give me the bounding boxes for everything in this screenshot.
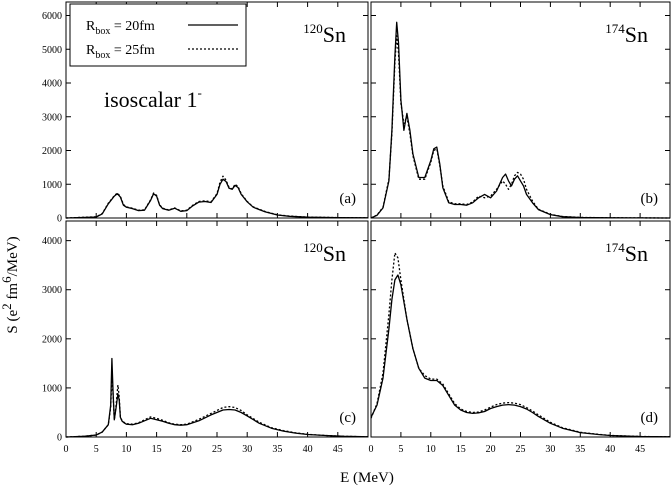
- panel-label: (b): [641, 191, 659, 207]
- y-tick-label: 5000: [42, 45, 62, 56]
- y-tick-label: 0: [57, 214, 62, 225]
- x-tick-label: 10: [121, 444, 131, 455]
- isoscalar-annotation: isoscalar 1-: [104, 85, 202, 112]
- series-line-dotted: [370, 252, 671, 438]
- nucleus-label: 120Sn: [303, 240, 346, 266]
- panel-label: (a): [339, 191, 356, 207]
- nucleus-label: 174Sn: [605, 21, 648, 47]
- x-tick-label: 15: [152, 444, 162, 455]
- legend-label-2: Rbox = 25fm: [86, 43, 155, 61]
- x-tick-label: 40: [303, 444, 313, 455]
- x-tick-label: 40: [605, 444, 615, 455]
- panel-b: 174Sn (b): [370, 1, 671, 219]
- y-tick-label: 2000: [42, 334, 62, 345]
- x-tick-label: 5: [398, 444, 403, 455]
- series-line-solid: [370, 274, 671, 438]
- x-tick-label: 35: [272, 444, 282, 455]
- panel-d: 0 5 10 15 20 25 30 35 40 45 174Sn (d): [369, 220, 671, 455]
- y-tick-label: 4000: [42, 236, 62, 247]
- x-tick-label: 25: [516, 444, 526, 455]
- legend-box: [69, 3, 247, 67]
- x-tick-label: 30: [242, 444, 252, 455]
- panel-label: (d): [641, 410, 659, 426]
- y-tick-label: 4000: [42, 79, 62, 90]
- x-tick-label: 20: [182, 444, 192, 455]
- x-tick-label: 45: [635, 444, 645, 455]
- nucleus-label: 120Sn: [303, 21, 346, 47]
- y-axis-label: S (e2 fm6/MeV): [0, 236, 21, 333]
- y-tick-label: 0: [57, 433, 62, 444]
- x-axis-label: E (MeV): [340, 470, 394, 486]
- legend: Rbox = 20fm Rbox = 25fm: [69, 3, 247, 67]
- series-line-dotted: [65, 377, 369, 438]
- panel-c: 0 5 10 15 20 25 30 35 40 45 0 1000 2000 3000 4000 120Sn…: [42, 220, 369, 455]
- x-tick-label: 25: [212, 444, 222, 455]
- x-tick-label: 20: [486, 444, 496, 455]
- y-tick-label: 6000: [42, 11, 62, 22]
- x-tick-label: 5: [94, 444, 99, 455]
- x-tick-label: 30: [545, 444, 555, 455]
- y-tick-label: 3000: [42, 285, 62, 296]
- panel-frame: [370, 220, 671, 438]
- x-tick-label: 35: [575, 444, 585, 455]
- nucleus-label: 174Sn: [605, 240, 648, 266]
- y-tick-label: 1000: [42, 180, 62, 191]
- y-tick-label: 1000: [42, 383, 62, 394]
- x-tick-label: 10: [426, 444, 436, 455]
- series-line-dotted: [65, 175, 369, 219]
- x-tick-label: 15: [456, 444, 466, 455]
- x-tick-label: 45: [333, 444, 343, 455]
- y-tick-label: 3000: [42, 112, 62, 123]
- legend-label-1: Rbox = 20fm: [86, 19, 155, 37]
- panel-label: (c): [339, 410, 356, 426]
- y-tick-label: 2000: [42, 146, 62, 157]
- x-tick-label: 0: [369, 444, 374, 455]
- series-line-dotted: [370, 35, 671, 219]
- x-tick-label: 0: [64, 444, 69, 455]
